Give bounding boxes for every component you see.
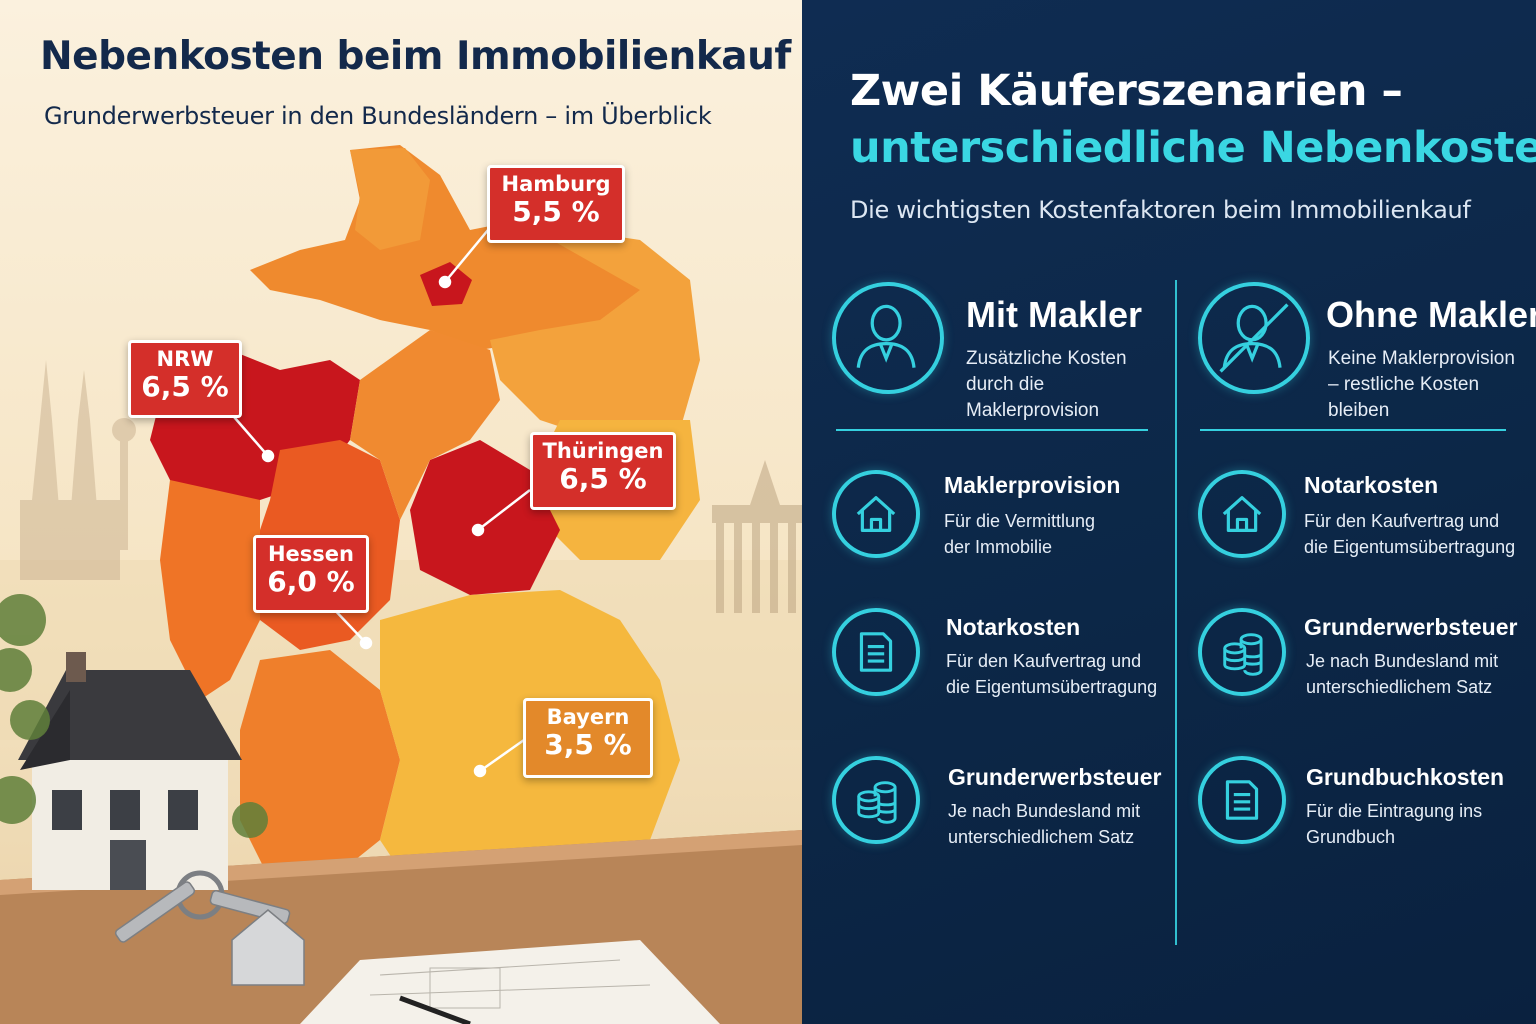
item-title: Grundbuchkosten xyxy=(1306,764,1505,790)
left-panel: Nebenkosten beim Immobilienkauf Grunderw… xyxy=(0,0,802,1024)
divider-right xyxy=(1200,429,1506,431)
item-title: Grunderwerbsteuer xyxy=(1304,614,1518,640)
badge-hamburg: Hamburg 5,5 % xyxy=(487,165,625,243)
item-description: Für die Eintragung ins Grundbuch xyxy=(1306,801,1483,847)
house-illustration xyxy=(18,652,242,890)
scenario-subtitle: Die wichtigsten Kostenfaktoren beim Immo… xyxy=(850,196,1471,224)
item-title: Notarkosten xyxy=(946,614,1081,640)
keys-illustration xyxy=(114,870,305,986)
person-crossed-icon xyxy=(1198,282,1310,394)
house-icon xyxy=(832,470,920,558)
germany-map xyxy=(150,145,700,920)
scenario-with-agent-title: Mit Makler xyxy=(966,294,1143,335)
map-illustration xyxy=(0,145,802,1024)
badge-state-name: Hamburg xyxy=(501,172,611,196)
item-description: Je nach Bundesland mit unterschiedlichem… xyxy=(1306,651,1499,697)
item-title: Notarkosten xyxy=(1304,472,1439,498)
document-icon xyxy=(1198,756,1286,844)
badge-nrw: NRW 6,5 % xyxy=(128,340,242,418)
item-title: Grunderwerbsteuer xyxy=(948,764,1162,790)
scenario-with-agent-description: Zusätzliche Kosten durch die Maklerprovi… xyxy=(966,348,1127,421)
badge-rate: 3,5 % xyxy=(544,728,632,761)
coins-icon xyxy=(832,756,920,844)
cathedral-silhouette xyxy=(20,360,136,580)
badge-state-name: Thüringen xyxy=(542,439,664,463)
badge-thueringen: Thüringen 6,5 % xyxy=(530,432,676,510)
badge-rate: 6,0 % xyxy=(267,565,355,598)
person-icon xyxy=(832,282,944,394)
divider-left xyxy=(836,429,1148,431)
badge-rate: 6,5 % xyxy=(559,462,647,495)
page-subtitle: Grunderwerbsteuer in den Bundesländern –… xyxy=(44,102,712,130)
badge-state-name: NRW xyxy=(156,347,214,371)
badge-rate: 5,5 % xyxy=(512,195,600,228)
item-description: Für den Kaufvertrag und die Eigentumsübe… xyxy=(946,651,1158,697)
scenario-without-agent-title: Ohne Makler xyxy=(1326,294,1536,335)
item-title: Maklerprovision xyxy=(944,472,1121,498)
scenario-title-line1: Zwei Käuferszenarien – xyxy=(850,66,1403,116)
badge-rate: 6,5 % xyxy=(141,370,229,403)
item-description: Für den Kaufvertrag und die Eigentumsübe… xyxy=(1304,511,1516,557)
coins-icon xyxy=(1198,608,1286,696)
document-icon xyxy=(832,608,920,696)
scenario-without-agent-description: Keine Maklerprovision – restliche Kosten… xyxy=(1328,348,1515,421)
badge-state-name: Bayern xyxy=(546,705,630,729)
right-panel: Zwei Käuferszenarien – unterschiedliche … xyxy=(802,0,1536,1024)
page-title: Nebenkosten beim Immobilienkauf xyxy=(40,34,791,79)
badge-state-name: Hessen xyxy=(267,542,354,566)
column-divider xyxy=(1175,280,1177,945)
badge-bayern: Bayern 3,5 % xyxy=(523,698,653,778)
scenario-title-line2: unterschiedliche Nebenkosten xyxy=(850,123,1536,173)
badge-hessen: Hessen 6,0 % xyxy=(253,535,369,613)
gate-silhouette xyxy=(712,460,802,613)
item-description: Für die Vermittlung der Immobilie xyxy=(944,511,1096,557)
house-icon xyxy=(1198,470,1286,558)
item-description: Je nach Bundesland mit unterschiedlichem… xyxy=(948,801,1141,847)
